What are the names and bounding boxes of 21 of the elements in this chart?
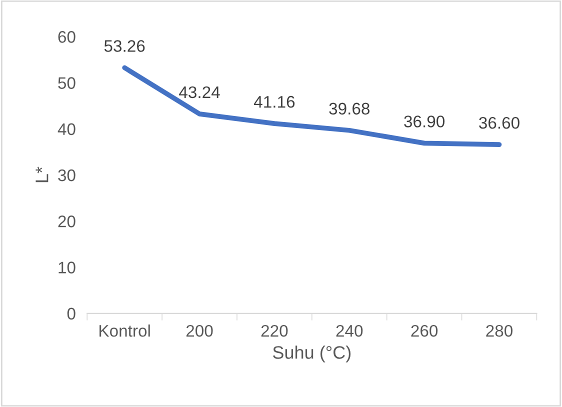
x-tick-label: 260 <box>411 324 438 337</box>
y-tick-label: 50 <box>58 77 76 89</box>
y-tick-label: 30 <box>58 169 76 182</box>
data-label: 41.16 <box>254 96 295 108</box>
data-label: 36.60 <box>479 116 520 129</box>
y-tick-label: 0 <box>67 308 76 320</box>
y-tick-label: 10 <box>58 262 76 274</box>
x-tick-label: 200 <box>186 324 213 337</box>
x-tick-label: 240 <box>336 324 363 337</box>
y-tick-label: 40 <box>58 123 76 136</box>
data-label: 43.24 <box>179 86 220 98</box>
x-tick-label: Kontrol <box>100 324 150 337</box>
y-tick-label: 20 <box>58 216 76 228</box>
data-label: 53.26 <box>104 40 145 52</box>
y-tick-label: 60 <box>58 31 76 43</box>
x-tick-label: 220 <box>261 324 288 337</box>
data-label: 39.68 <box>329 102 370 115</box>
data-label: 36.90 <box>404 116 445 128</box>
x-tick-label: 280 <box>486 324 512 337</box>
x-axis-title: Suhu (°C) <box>273 346 351 362</box>
y-axis-title: L* <box>36 166 48 182</box>
